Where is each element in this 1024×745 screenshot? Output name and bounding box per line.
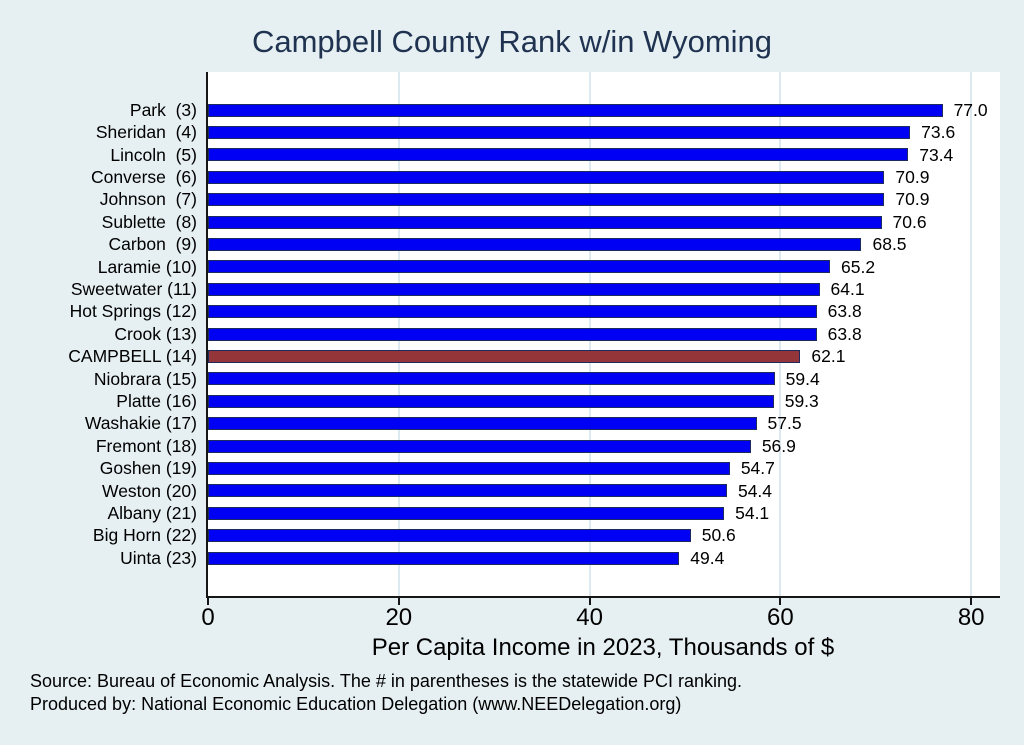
- value-label: 73.4: [919, 144, 954, 165]
- category-label: Carbon (9): [108, 234, 197, 255]
- value-label: 50.6: [701, 525, 736, 546]
- gridline-80: [970, 72, 973, 596]
- bar: [208, 305, 817, 319]
- bar: [208, 260, 830, 274]
- value-label: 49.4: [690, 547, 725, 568]
- bar: [208, 372, 775, 386]
- category-label: Fremont (18): [95, 435, 197, 456]
- bar: [208, 103, 943, 117]
- x-tick-mark-0: [207, 598, 209, 605]
- x-axis-title: Per Capita Income in 2023, Thousands of …: [371, 634, 835, 661]
- category-label: Hot Springs (12): [69, 301, 197, 322]
- bar: [208, 125, 911, 139]
- category-label: Big Horn (22): [92, 525, 197, 546]
- value-label: 70.6: [892, 211, 927, 232]
- bar: [208, 148, 909, 162]
- category-label: Converse (6): [90, 167, 197, 187]
- value-label: 59.4: [785, 368, 820, 389]
- value-label: 59.3: [784, 391, 819, 411]
- bar: [208, 327, 817, 341]
- category-label: Crook (13): [114, 323, 197, 344]
- bar: [208, 282, 820, 296]
- chart-title: Campbell County Rank w/in Wyoming: [251, 24, 773, 59]
- bar: [208, 170, 885, 184]
- bar: [208, 484, 727, 498]
- bar: [208, 439, 751, 453]
- x-tick-mark-20: [397, 598, 400, 605]
- category-label: Park (3): [129, 99, 197, 120]
- value-label: 68.5: [872, 234, 907, 255]
- value-label: 70.9: [895, 167, 930, 187]
- bar: [208, 551, 680, 565]
- value-label: 63.8: [827, 301, 862, 322]
- x-tick-mark-40: [588, 598, 591, 605]
- value-label: 63.8: [827, 323, 862, 344]
- value-label: 77.0: [953, 99, 988, 120]
- value-label: 56.9: [761, 435, 796, 456]
- value-label: 64.1: [830, 279, 865, 299]
- value-label: 62.1: [811, 346, 846, 367]
- produced-by-note: Produced by: National Economic Education…: [30, 693, 682, 714]
- x-tick-label-80: 80: [957, 604, 985, 631]
- category-label: Goshen (19): [99, 458, 197, 479]
- bar: [208, 417, 757, 431]
- x-tick-label-20: 20: [385, 604, 413, 631]
- value-label: 70.9: [895, 189, 930, 210]
- bar-highlight-campbell: [208, 349, 801, 363]
- value-label: 73.6: [921, 122, 956, 143]
- x-tick-label-60: 60: [767, 604, 794, 631]
- footer-notes: Source: Bureau of Economic Analysis. The…: [30, 670, 742, 715]
- category-label: CAMPBELL (14): [68, 346, 197, 367]
- value-label: 65.2: [841, 256, 876, 277]
- bar: [208, 193, 885, 207]
- value-label: 54.1: [735, 503, 770, 523]
- x-tick-label-0: 0: [201, 604, 215, 631]
- bar: [208, 237, 862, 251]
- x-tick-mark-60: [779, 598, 782, 605]
- bar: [208, 506, 725, 520]
- category-label: Sheridan (4): [95, 122, 197, 143]
- category-label: Johnson (7): [99, 189, 197, 210]
- category-label: Washakie (17): [84, 413, 197, 434]
- category-label: Lincoln (5): [110, 144, 197, 165]
- category-label: Weston (20): [102, 480, 197, 501]
- x-tick-mark-80: [970, 598, 973, 605]
- category-label: Albany (21): [107, 503, 198, 523]
- bar: [208, 215, 882, 229]
- bar: [208, 461, 730, 475]
- value-label: 54.7: [740, 458, 775, 479]
- category-label: Niobrara (15): [93, 368, 197, 389]
- category-label: Platte (16): [116, 391, 197, 411]
- bar: [208, 529, 691, 543]
- category-label: Sweetwater (11): [70, 279, 197, 299]
- source-note: Source: Bureau of Economic Analysis. The…: [30, 671, 743, 691]
- category-label: Sublette (8): [101, 211, 197, 232]
- category-label: Laramie (10): [97, 256, 197, 277]
- x-tick-label-40: 40: [576, 604, 603, 631]
- bar: [208, 394, 774, 408]
- category-label: Uinta (23): [120, 547, 197, 568]
- value-label: 54.4: [737, 480, 773, 501]
- value-label: 57.5: [767, 413, 802, 434]
